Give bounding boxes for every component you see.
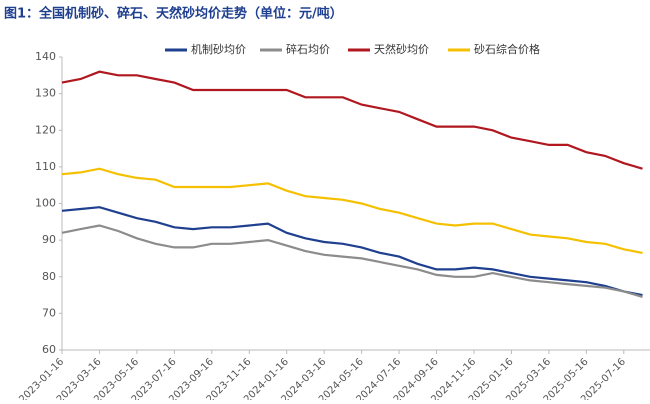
- legend-label: 机制砂均价: [191, 42, 246, 56]
- y-tick-label: 80: [42, 270, 56, 283]
- series-line: [61, 206, 643, 297]
- legend-label: 砂石综合价格: [474, 42, 540, 56]
- series-line: [61, 167, 643, 254]
- y-tick-label: 100: [35, 197, 56, 210]
- y-tick-label: 130: [35, 87, 56, 100]
- y-tick-label: 70: [42, 306, 56, 319]
- y-tick-label: 140: [35, 50, 56, 63]
- series-line: [61, 70, 643, 170]
- series-line: [61, 224, 643, 298]
- legend-label: 碎石均价: [286, 42, 330, 56]
- y-tick-label: 120: [35, 123, 56, 136]
- y-tick-label: 90: [42, 233, 56, 246]
- chart-title: 图1：全国机制砂、碎石、天然砂均价走势（单位：元/吨）: [4, 6, 343, 22]
- y-tick-label: 110: [35, 160, 56, 173]
- y-tick-label: 60: [42, 343, 56, 356]
- legend-label: 天然砂均价: [374, 42, 429, 56]
